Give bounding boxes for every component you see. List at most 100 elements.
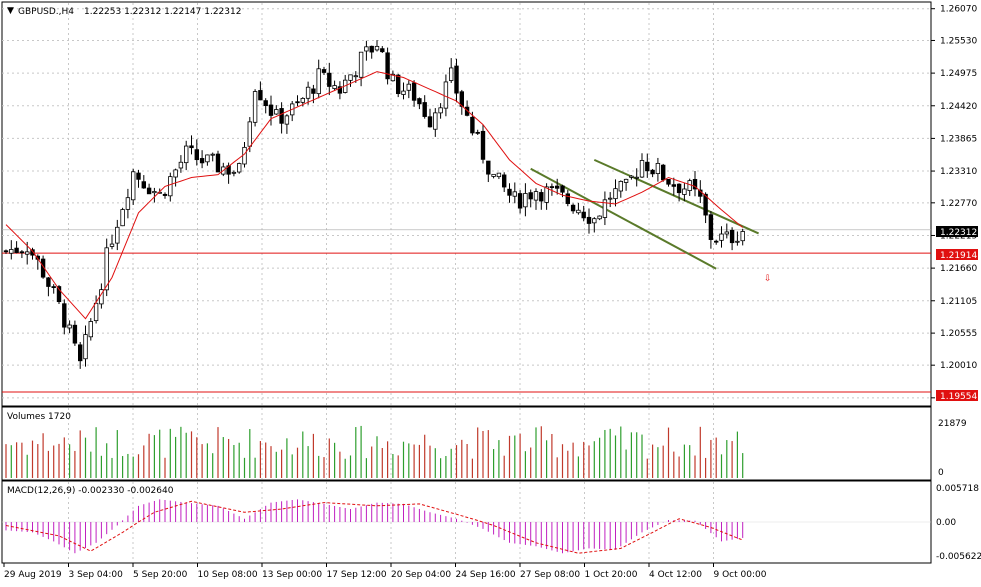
candle-body xyxy=(115,226,120,244)
price-tick-label: 1.25530 xyxy=(940,36,977,46)
volume-tick-label: 0 xyxy=(938,468,944,478)
time-tick-label: 29 Aug 2019 xyxy=(4,570,62,580)
candle-body xyxy=(486,160,491,175)
channel-lower-line xyxy=(530,167,717,270)
candle-body xyxy=(586,216,592,224)
candle-body xyxy=(358,51,364,78)
candle-body xyxy=(199,158,205,164)
ohlc-readout: 1.22253 1.22312 1.22147 1.22312 xyxy=(84,7,241,17)
moving-average-line xyxy=(5,71,744,320)
candle-body xyxy=(125,197,131,210)
candle-body xyxy=(719,233,724,241)
candle-body xyxy=(703,193,708,216)
channel-lines xyxy=(530,158,760,270)
candle-body xyxy=(385,52,390,80)
candle-body xyxy=(88,321,93,338)
candle-body xyxy=(311,88,316,94)
candle-body xyxy=(735,240,740,243)
price-tick-label: 1.24975 xyxy=(940,69,977,79)
candle-body xyxy=(146,187,152,195)
candle-body xyxy=(613,188,618,200)
candle-body xyxy=(602,199,608,218)
support-price-label: 1.19554 xyxy=(940,392,977,402)
candle-body xyxy=(496,172,502,178)
candle-body xyxy=(427,116,433,128)
macd-tick-label: -0.005622 xyxy=(936,552,981,562)
candle-body xyxy=(438,107,443,114)
candle-body xyxy=(581,211,586,219)
candle-body xyxy=(676,183,682,194)
candle-body xyxy=(83,334,88,360)
candle-body xyxy=(724,231,729,235)
candle-body xyxy=(72,324,78,344)
candle-body xyxy=(173,169,178,178)
candle-body xyxy=(252,91,258,123)
candle-body xyxy=(517,193,523,209)
symbol-label: GBPUSD.,H4 xyxy=(18,7,74,17)
candle-body xyxy=(491,173,496,177)
time-tick-label: 10 Sep 08:00 xyxy=(198,570,258,580)
candle-body xyxy=(321,69,327,73)
candle-body xyxy=(46,277,51,287)
candle-body xyxy=(67,324,72,329)
time-tick-label: 24 Sep 16:00 xyxy=(456,570,516,580)
candle-body xyxy=(327,72,332,87)
time-tick-label: 1 Oct 20:00 xyxy=(585,570,638,580)
channel-upper-line xyxy=(593,158,760,235)
candle-body xyxy=(268,104,274,116)
candle-body xyxy=(194,149,199,161)
candle-body xyxy=(618,180,623,192)
candle-body xyxy=(189,145,194,149)
price-tick-label: 1.26070 xyxy=(940,5,977,15)
price-tick-label: 1.20010 xyxy=(940,361,977,371)
candle-body xyxy=(570,204,576,212)
candle-body xyxy=(533,191,539,201)
candle-body xyxy=(592,218,597,224)
candle-body xyxy=(152,191,157,194)
macd-signal-line xyxy=(5,500,743,554)
candle-body xyxy=(650,169,655,175)
candle-body xyxy=(475,131,480,134)
volume-title: Volumes 1720 xyxy=(7,412,71,422)
candle-body xyxy=(454,65,459,94)
time-tick-label: 3 Sep 04:00 xyxy=(69,570,124,580)
candle-body xyxy=(56,286,62,303)
macd-histogram xyxy=(2,499,931,554)
moving-average xyxy=(5,71,744,320)
candle-body xyxy=(714,240,719,243)
candle-body xyxy=(470,116,475,134)
dropdown-arrow-icon[interactable]: ▼ xyxy=(7,6,14,16)
current-price-tag xyxy=(936,226,978,237)
candle-body xyxy=(300,98,305,103)
candle-body xyxy=(24,251,30,255)
volume-bars xyxy=(5,425,744,478)
candle-body xyxy=(178,161,184,169)
candle-body xyxy=(316,68,321,95)
candle-body xyxy=(247,121,252,147)
macd-tick-label: 0.00 xyxy=(936,518,956,528)
candle-body xyxy=(639,160,645,178)
macd-tick-label: 0.005718 xyxy=(936,484,979,494)
candle-body xyxy=(337,86,343,94)
candle-body xyxy=(9,249,14,254)
current-price-label: 1.22312 xyxy=(940,228,977,238)
candle-body xyxy=(364,46,369,52)
candle-body xyxy=(162,193,168,196)
candle-body xyxy=(30,249,35,256)
price-tick-label: 1.21660 xyxy=(940,264,977,274)
candle-body xyxy=(390,73,396,82)
price-tick-label: 1.21105 xyxy=(940,297,977,307)
candles xyxy=(3,40,745,369)
candle-body xyxy=(242,146,247,165)
down-arrow-icon: ⇩ xyxy=(764,274,772,284)
candle-body xyxy=(655,162,661,174)
candle-body xyxy=(565,193,570,204)
candle-body xyxy=(284,115,290,125)
candle-body xyxy=(740,231,745,242)
candle-body xyxy=(130,171,136,201)
candle-body xyxy=(14,247,19,253)
candle-body xyxy=(634,176,639,179)
time-tick-label: 17 Sep 12:00 xyxy=(327,570,387,580)
